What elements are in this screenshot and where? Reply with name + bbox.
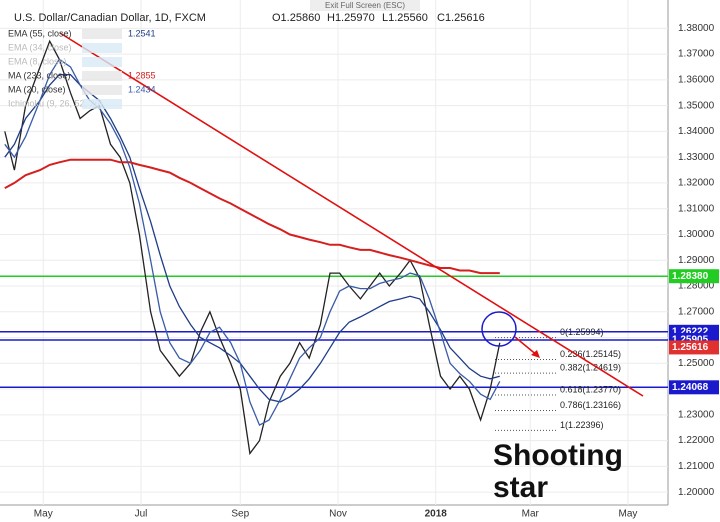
y-tick-label: 1.25000: [678, 358, 715, 369]
indicator-value: 1.2541: [128, 28, 156, 38]
x-tick-label: 2018: [425, 509, 448, 520]
annotation: Shooting star: [493, 439, 623, 504]
indicator-value: 1.2855: [128, 70, 156, 80]
x-tick-label: Mar: [522, 509, 540, 520]
y-tick-label: 1.22000: [678, 435, 715, 446]
fib-label: 0(1.25994): [560, 327, 604, 337]
y-tick-label: 1.28000: [678, 281, 715, 292]
price-tag-label: 1.26222: [672, 326, 709, 337]
price-tag-label: 1.25616: [672, 342, 709, 353]
x-tick-label: Jul: [135, 509, 148, 520]
x-tick-label: Nov: [329, 509, 347, 520]
fib-label: 0.236(1.25145): [560, 349, 621, 359]
indicator-button[interactable]: [82, 99, 122, 109]
y-tick-label: 1.38000: [678, 23, 715, 34]
y-tick-label: 1.20000: [678, 487, 715, 498]
fib-label: 0.618(1.23770): [560, 384, 621, 394]
indicator-line: [4, 158, 500, 275]
indicator-name: MA (233, close): [8, 70, 71, 80]
indicator-name: EMA (55, close): [8, 28, 72, 38]
exit-label: Exit Full Screen (ESC): [325, 1, 405, 10]
fib-label: 1(1.22396): [560, 420, 604, 430]
y-tick-label: 1.37000: [678, 49, 715, 60]
y-tick-label: 1.35000: [678, 100, 715, 111]
price-tag: [669, 269, 719, 284]
y-tick-label: 1.29000: [678, 255, 715, 266]
indicator-name: EMA (34, close): [8, 42, 72, 52]
price-axis: [668, 0, 720, 505]
y-tick-label: 1.32000: [678, 178, 715, 189]
indicator-value: 1.2434: [128, 84, 156, 94]
y-tick-label: 1.34000: [678, 126, 715, 137]
exit-button[interactable]: [310, 0, 420, 11]
y-tick-label: 1.27000: [678, 306, 715, 317]
highlight-circle: [481, 311, 517, 347]
indicator-name: Ichimoku (9, 26, 52, 26): [8, 98, 103, 108]
x-tick-label: Sep: [231, 509, 249, 520]
y-tick-label: 1.30000: [678, 229, 715, 240]
price-tag-label: 1.25905: [672, 335, 709, 346]
indicator-button[interactable]: [82, 57, 122, 67]
ohlc-value: H1.25970: [327, 12, 375, 24]
ohlc-value: O1.25860: [272, 12, 320, 24]
indicator-line: [4, 74, 500, 403]
y-tick-label: 1.36000: [678, 75, 715, 86]
price-tag-label: 1.24068: [672, 382, 709, 393]
indicator-name: MA (20, close): [8, 84, 66, 94]
price-tag: [669, 380, 719, 395]
x-tick-label: May: [618, 509, 637, 520]
fib-label: 0.786(1.23166): [560, 400, 621, 410]
y-tick-label: 1.33000: [678, 152, 715, 163]
indicator-name: EMA (8, close): [8, 56, 67, 66]
indicator-button[interactable]: [82, 43, 122, 53]
indicator-button[interactable]: [82, 71, 122, 81]
ohlc-value: C1.25616: [437, 12, 485, 24]
x-tick-label: May: [34, 509, 53, 520]
indicator-button[interactable]: [82, 29, 122, 39]
price-tag: [669, 340, 719, 355]
indicator-button[interactable]: [82, 85, 122, 95]
symbol-title: U.S. Dollar/Canadian Dollar, 1D, FXCM: [14, 12, 206, 24]
fib-label: 0.382(1.24619): [560, 362, 621, 372]
trend-line: [59, 32, 644, 397]
price-tag-label: 1.28380: [672, 271, 709, 282]
arrow-head: [531, 350, 540, 358]
ohlc-value: L1.25560: [382, 12, 428, 24]
y-tick-label: 1.31000: [678, 203, 715, 214]
y-tick-label: 1.21000: [678, 461, 715, 472]
y-tick-label: 1.23000: [678, 409, 715, 420]
